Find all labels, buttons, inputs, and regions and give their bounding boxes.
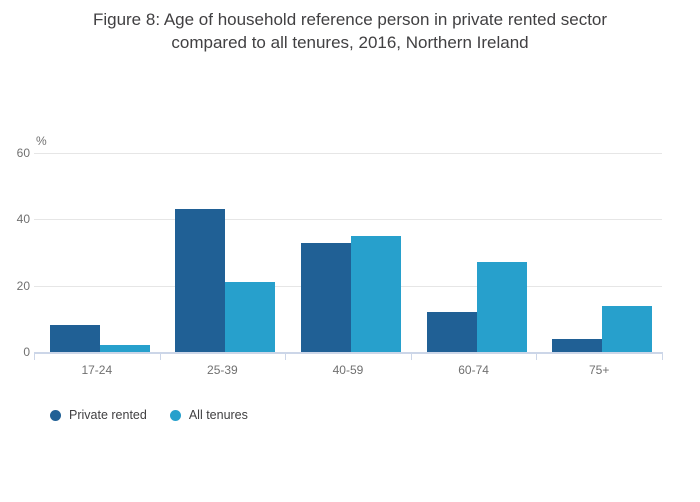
- legend-item-private-rented[interactable]: Private rented: [50, 408, 147, 422]
- x-tick-label-40-59: 40-59: [332, 363, 364, 377]
- bar-private-rented-25-39: [175, 209, 226, 352]
- x-tick-label-75+: 75+: [589, 363, 610, 377]
- x-axis-tick-0: [34, 352, 35, 360]
- chart-title-line2: compared to all tenures, 2016, Northern …: [171, 33, 529, 52]
- y-tick-label-20: 20: [16, 278, 30, 293]
- legend-label-private-rented: Private rented: [69, 408, 147, 422]
- x-axis-tick-4: [536, 352, 538, 360]
- bar-private-rented-40-59: [301, 242, 351, 352]
- bar-all-tenures-75+: [602, 305, 653, 352]
- x-axis-line: [34, 352, 663, 354]
- bar-private-rented-75+: [552, 338, 603, 352]
- legend: Private rented All tenures: [50, 408, 248, 422]
- chart-title: Figure 8: Age of household reference per…: [0, 8, 700, 54]
- y-tick-label-0: 0: [23, 345, 30, 359]
- legend-item-all-tenures[interactable]: All tenures: [169, 408, 248, 422]
- x-tick-label-17-24: 17-24: [81, 363, 113, 377]
- x-tick-label-60-74: 60-74: [458, 363, 489, 377]
- y-axis-unit-label: %: [36, 134, 47, 148]
- x-axis-tick-2: [285, 352, 287, 360]
- y-tick-label-40: 40: [16, 212, 30, 227]
- x-axis-tick-1: [159, 352, 161, 360]
- x-axis-tick-3: [410, 352, 412, 360]
- legend-swatch-all-tenures-icon: [169, 409, 181, 421]
- x-axis-tick-5: [662, 352, 663, 360]
- bar-all-tenures-17-24: [99, 345, 150, 352]
- gridline-40: [34, 219, 662, 221]
- bar-private-rented-17-24: [49, 325, 100, 352]
- legend-label-all-tenures: All tenures: [188, 408, 248, 422]
- bar-private-rented-60-74: [426, 312, 477, 352]
- chart-title-line1: Figure 8: Age of household reference per…: [92, 10, 608, 29]
- x-tick-label-25-39: 25-39: [207, 363, 238, 377]
- y-tick-label-60: 60: [16, 146, 30, 160]
- bar-all-tenures-25-39: [225, 282, 276, 352]
- legend-swatch-private-rented-icon: [50, 409, 61, 421]
- bar-all-tenures-60-74: [476, 262, 527, 352]
- bar-all-tenures-40-59: [351, 235, 401, 352]
- gridline-60: [34, 153, 662, 154]
